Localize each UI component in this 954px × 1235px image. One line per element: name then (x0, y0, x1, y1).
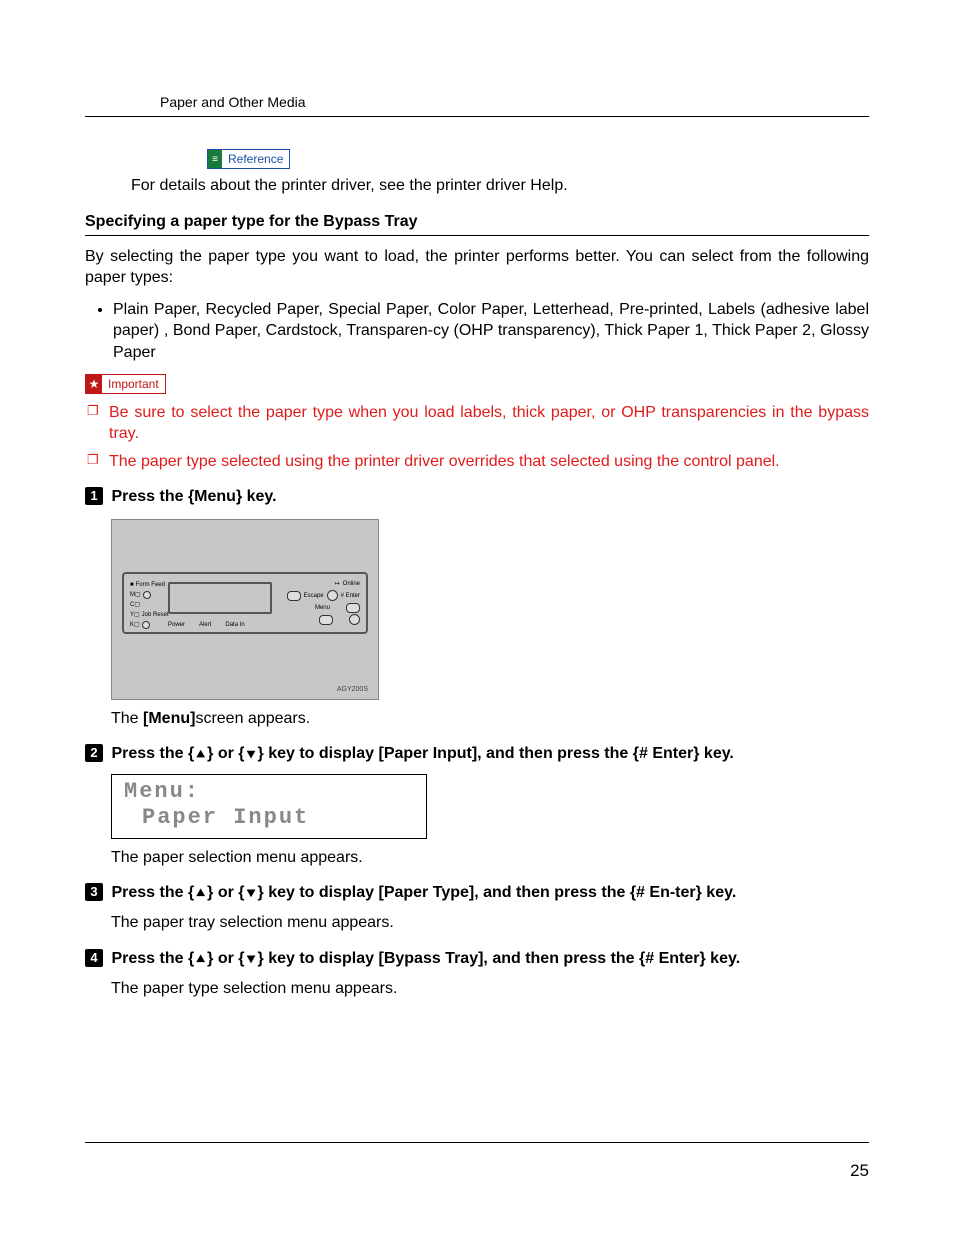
reference-badge: ≡ Reference (207, 149, 290, 169)
panel-right-cluster: ↦Online Escape# Enter Menu (287, 578, 360, 626)
section-heading: Specifying a paper type for the Bypass T… (85, 213, 869, 231)
document-icon: ≡ (208, 150, 222, 168)
step-number-icon: 3 (85, 883, 103, 901)
up-arrow-icon (195, 887, 206, 898)
intro-paragraph: By selecting the paper type you want to … (85, 246, 869, 289)
important-list: Be sure to select the paper type when yo… (85, 402, 869, 473)
step-3-body: The paper tray selection menu appears. (111, 912, 869, 934)
important-item: The paper type selected using the printe… (85, 451, 869, 473)
step-4: 4 Press the {} or {} key to display [Byp… (85, 948, 869, 1000)
footer-rule (85, 1142, 869, 1143)
step-2-body: The paper selection menu appears. (111, 847, 869, 869)
running-header: Paper and Other Media (160, 94, 869, 110)
step-4-body: The paper type selection menu appears. (111, 978, 869, 1000)
section-rule (85, 235, 869, 236)
paper-types-list: Plain Paper, Recycled Paper, Special Pap… (85, 299, 869, 364)
up-arrow-icon (195, 749, 206, 760)
step-2-heading: 2 Press the {} or {} key to display [Pap… (85, 743, 869, 765)
important-block: ★ Important Be sure to select the paper … (85, 374, 869, 473)
control-panel-figure: ■Form Feed M▢ C▢ Y▢Job Reset K▢ Power Al… (111, 519, 379, 700)
lcd-display: Menu: Paper Input (111, 774, 427, 839)
down-arrow-icon (246, 749, 257, 760)
important-badge-label: Important (102, 375, 165, 393)
panel-lcd (168, 582, 272, 614)
lcd-line-1: Menu: (124, 779, 414, 805)
step-1: 1 Press the {Menu} key. ■Form Feed M▢ C▢… (85, 486, 869, 729)
reference-text: For details about the printer driver, se… (131, 175, 869, 197)
step-number-icon: 4 (85, 949, 103, 967)
control-panel: ■Form Feed M▢ C▢ Y▢Job Reset K▢ Power Al… (122, 572, 368, 634)
page-number: 25 (850, 1161, 869, 1181)
down-arrow-icon (246, 953, 257, 964)
paper-types-item: Plain Paper, Recycled Paper, Special Pap… (113, 299, 869, 364)
header-rule (85, 116, 869, 117)
up-arrow-icon (195, 953, 206, 964)
panel-left-cluster: ■Form Feed M▢ C▢ Y▢Job Reset K▢ (130, 580, 169, 630)
step-3-heading: 3 Press the {} or {} key to display [Pap… (85, 882, 869, 904)
page: Paper and Other Media ≡ Reference For de… (0, 0, 954, 1235)
figure-code: AGY200S (122, 686, 368, 693)
step-3: 3 Press the {} or {} key to display [Pap… (85, 882, 869, 934)
reference-badge-label: Reference (222, 150, 289, 168)
down-arrow-icon (246, 887, 257, 898)
step-1-body: The [Menu]screen appears. (111, 708, 869, 730)
reference-block: ≡ Reference (181, 149, 869, 173)
important-badge: ★ Important (85, 374, 166, 394)
star-icon: ★ (86, 375, 102, 393)
step-4-heading: 4 Press the {} or {} key to display [Byp… (85, 948, 869, 970)
step-1-heading: 1 Press the {Menu} key. (85, 486, 869, 508)
important-item: Be sure to select the paper type when yo… (85, 402, 869, 445)
step-number-icon: 1 (85, 487, 103, 505)
panel-bottom-labels: Power Alert Data In (168, 622, 245, 628)
lcd-line-2: Paper Input (124, 805, 414, 831)
step-2: 2 Press the {} or {} key to display [Pap… (85, 743, 869, 868)
step-number-icon: 2 (85, 744, 103, 762)
